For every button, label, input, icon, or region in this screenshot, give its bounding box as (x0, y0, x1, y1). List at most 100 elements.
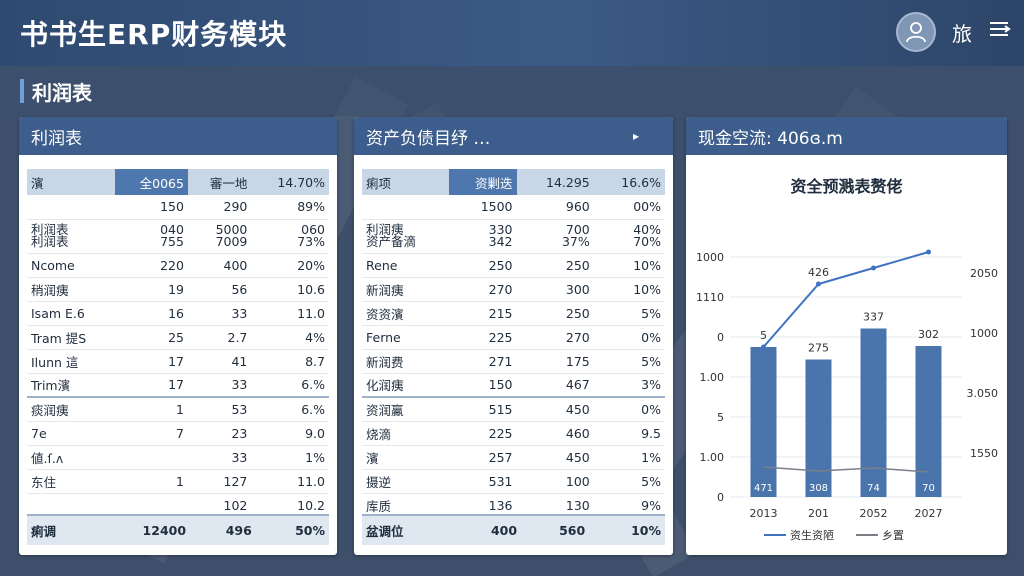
income-total-cell: 50% (255, 514, 329, 545)
x-tick-label: 2013 (750, 507, 778, 520)
income-row[interactable]: Tram 提S 25 2.7 4% (27, 325, 329, 349)
income-row[interactable]: 痰润痍 1 53 6.% (27, 397, 329, 421)
income-cell (27, 195, 115, 219)
right-tick-label: 3.050 (967, 387, 999, 400)
income-cell: 东住 (31, 474, 57, 490)
income-cell: 1 (176, 473, 184, 489)
bar (915, 346, 942, 497)
balance-cell: 烧滴 (366, 426, 392, 442)
bar (750, 347, 777, 497)
balance-cell: 资资濱 (366, 306, 404, 322)
topbar-actions: 旅 (896, 12, 1012, 52)
balance-row[interactable]: Rene 250 250 10% (362, 253, 665, 277)
balance-cell: 9% (641, 497, 661, 513)
series-line-1-point (871, 265, 876, 271)
balance-cell: 00% (633, 199, 661, 215)
balance-cell: 5% (641, 305, 661, 321)
income-table: 濱 全0065 審一地 14.70% 150 290 89% 利润表 利润表 040 7… (27, 169, 329, 518)
balance-row[interactable]: 烧滴 225 460 9.5 (362, 421, 665, 445)
income-cell: 1 (176, 401, 184, 417)
balance-cell: Rene (366, 257, 398, 273)
balance-cell: 330 342 (488, 222, 513, 249)
section-accent (20, 79, 24, 103)
income-cell: 4% (305, 329, 325, 345)
balance-row[interactable]: 资润鸁 515 450 0% (362, 397, 665, 421)
balance-panel-title: 资产负债目纾 … (366, 128, 491, 149)
balance-row[interactable]: Ferne 225 270 0% (362, 325, 665, 349)
left-tick-label: 0 (717, 331, 724, 344)
income-row[interactable]: 7e 7 23 9.0 (27, 421, 329, 445)
balance-cell: 531 (488, 473, 513, 489)
income-cell: Tram 提S (31, 330, 87, 346)
bar-inner-label: 70 (922, 483, 935, 494)
balance-cell: 250 (488, 257, 513, 273)
income-cell: 7e (31, 425, 47, 441)
income-row[interactable]: 东住 1 127 11.0 (27, 469, 329, 493)
balance-cell: 0% (641, 329, 661, 345)
income-cell: 23 (231, 425, 248, 441)
balance-header-cell: 痢项 (362, 169, 449, 195)
income-panel: 利润表 濱 全0065 審一地 14.70% 150 290 89% 利润表 利润表 0… (19, 117, 337, 555)
income-cell: 33 (231, 377, 248, 393)
bar-value-label: 275 (808, 342, 829, 355)
left-tick-label: 1110 (696, 291, 724, 304)
user-icon[interactable] (896, 12, 936, 52)
income-row[interactable]: Isam E.6 16 33 11.0 (27, 301, 329, 325)
balance-row[interactable]: 资资濱 215 250 5% (362, 301, 665, 325)
series-line-1-point (926, 249, 931, 255)
income-cell: 痰润痍 (31, 402, 69, 418)
balance-row[interactable]: 新润费 271 175 5% (362, 349, 665, 373)
balance-cell: 10% (633, 281, 661, 297)
balance-total-table: 盆调位 400 560 10% (362, 514, 665, 545)
cashflow-panel: 现金空流: 406ɞ.m 资全预溅表赘佬 1000 1110 0 1.00 5 1.00 0… (686, 117, 1007, 555)
income-cell: Ilunn 這 (31, 354, 79, 370)
balance-cell: 450 (565, 449, 590, 465)
balance-cell: 270 (488, 281, 513, 297)
income-row[interactable]: Ilunn 這 17 41 8.7 (27, 349, 329, 373)
income-cell: 060 73% (297, 222, 325, 249)
balance-row[interactable]: 摄逆 531 100 5% (362, 469, 665, 493)
balance-row[interactable]: 利润痍 资产备滴 330 342 700 37% 40% 70% (362, 219, 665, 253)
left-tick-label: 5 (717, 411, 724, 424)
balance-cell: 10% (633, 257, 661, 273)
balance-cell: 1500 (480, 199, 513, 215)
balance-panel-header: 资产负债目纾 … ▸ (354, 117, 673, 155)
bar-value-label: 337 (863, 311, 884, 324)
balance-cell: 40% 70% (633, 222, 661, 249)
legend-label-1: 资生资陋 (790, 528, 834, 542)
balance-row[interactable]: 濱 257 450 1% (362, 445, 665, 469)
left-tick-label: 1000 (696, 251, 724, 264)
balance-cell: 摄逆 (366, 474, 392, 490)
income-row[interactable]: 利润表 利润表 040 755 5000 7009 060 73% (27, 219, 329, 253)
balance-cell: 5% (641, 473, 661, 489)
income-cell: 41 (231, 353, 248, 369)
menu-icon[interactable] (988, 19, 1012, 45)
expand-arrow-icon[interactable]: ▸ (632, 129, 639, 143)
income-row[interactable]: 稍润痍 19 56 10.6 (27, 277, 329, 301)
balance-cell: 濱 (366, 450, 379, 466)
income-row[interactable]: 150 290 89% (27, 195, 329, 219)
balance-total-row: 盆调位 400 560 10% (362, 514, 665, 545)
top-link[interactable]: 旅 (952, 21, 972, 46)
income-header-cell: 全0065 (115, 169, 188, 195)
income-row[interactable]: Ncome 220 400 20% (27, 253, 329, 277)
balance-row[interactable]: 化润痍 150 467 3% (362, 373, 665, 397)
income-cell: 利润表 利润表 (31, 222, 69, 249)
income-row[interactable]: 値.ſ.ʌ 33 1% (27, 445, 329, 469)
right-tick-label: 1550 (970, 447, 998, 460)
income-row[interactable]: Trim濱 17 33 6.% (27, 373, 329, 397)
income-cell: 6.% (301, 401, 325, 417)
bar-inner-label: 74 (867, 483, 880, 494)
balance-row[interactable]: 新润痍 270 300 10% (362, 277, 665, 301)
cashflow-chart-svg: 1000 1110 0 1.00 5 1.00 0 2050 1000 3.050 1550 471 5… (696, 249, 999, 542)
income-cell: 16 (168, 305, 184, 321)
balance-row[interactable]: 1500 960 00% (362, 195, 665, 219)
income-cell: 56 (231, 281, 248, 297)
income-cell: 400 (223, 257, 248, 273)
income-cell: 89% (297, 199, 325, 215)
income-cell: 10.2 (297, 497, 325, 513)
top-bar: 书书生ERP财务模块 旅 (0, 0, 1024, 66)
balance-header-cell: 14.295 (516, 169, 594, 195)
income-cell: 1% (305, 449, 325, 465)
income-cell: 220 (160, 257, 184, 273)
